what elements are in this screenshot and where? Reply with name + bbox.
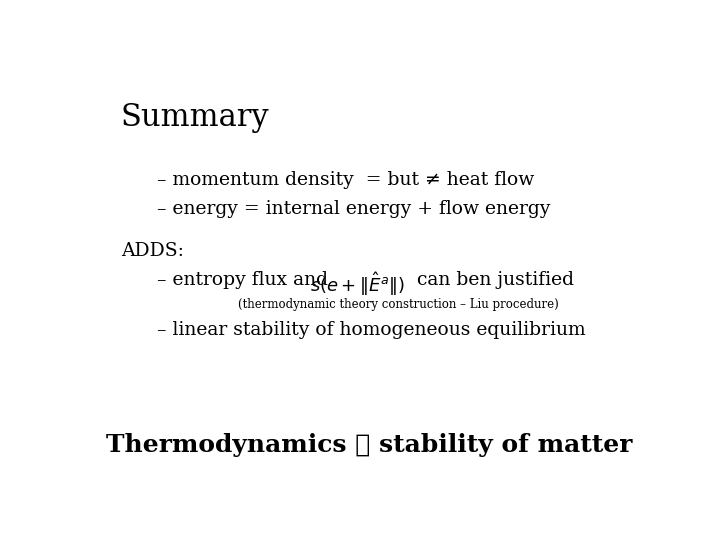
Text: – momentum density  = but ≠ heat flow: – momentum density = but ≠ heat flow [157,171,534,189]
Text: Summary: Summary [121,102,269,133]
Text: $s(e+\|\hat{E}^a\|)$: $s(e+\|\hat{E}^a\|)$ [310,271,405,299]
Text: – linear stability of homogeneous equilibrium: – linear stability of homogeneous equili… [157,321,585,339]
Text: can ben justified: can ben justified [405,271,575,288]
Text: (thermodynamic theory construction – Liu procedure): (thermodynamic theory construction – Liu… [238,298,559,310]
Text: – entropy flux and: – entropy flux and [157,271,328,288]
Text: ADDS:: ADDS: [121,241,184,260]
Text: Thermodynamics ⓘ stability of matter: Thermodynamics ⓘ stability of matter [106,433,632,457]
Text: – energy = internal energy + flow energy: – energy = internal energy + flow energy [157,200,550,218]
